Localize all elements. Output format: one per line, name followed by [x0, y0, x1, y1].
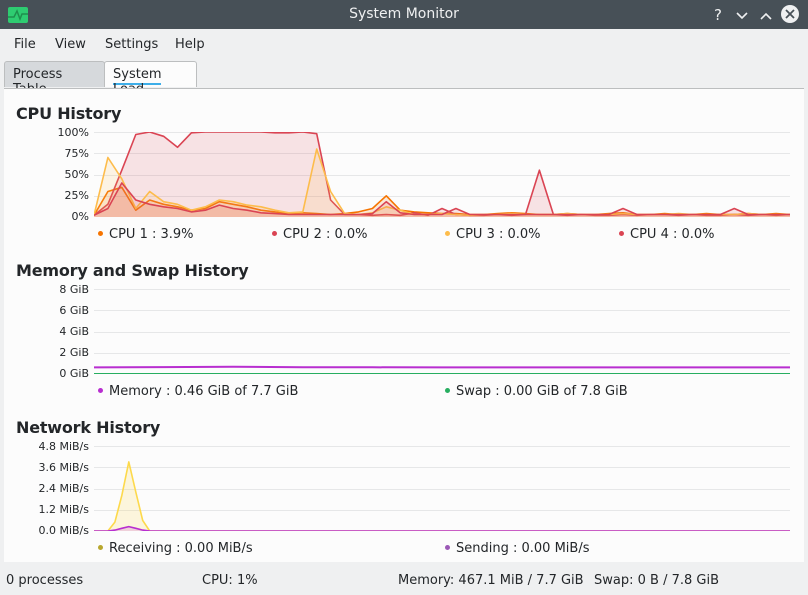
series-line: [94, 525, 790, 531]
system-monitor-app-icon: [8, 7, 28, 23]
status-swap: Swap: 0 B / 7.8 GiB: [594, 573, 719, 588]
legend-label: Receiving : 0.00 MiB/s: [109, 541, 253, 556]
memory-history-chart: [94, 289, 790, 374]
network-ytick: 3.6 MiB/s: [38, 461, 89, 474]
title-bar: System Monitor ?: [0, 0, 808, 29]
legend-swap: Swap : 0.00 GiB of 7.8 GiB: [445, 384, 628, 399]
maximize-button[interactable]: [755, 4, 777, 26]
legend-dot: [98, 388, 103, 393]
legend-label: CPU 2 : 0.0%: [283, 227, 368, 242]
legend-dot: [98, 545, 103, 550]
memory-history-title: Memory and Swap History: [16, 261, 249, 280]
network-history-chart: [94, 446, 790, 531]
chevron-up-icon: [760, 12, 772, 20]
series-area: [94, 183, 790, 217]
system-load-panel: CPU History 100% 75% 50% 25% 0% CPU 1 : …: [4, 88, 804, 562]
network-ytick: 2.4 MiB/s: [38, 482, 89, 495]
legend-label: CPU 3 : 0.0%: [456, 227, 541, 242]
memory-ytick: 4 GiB: [59, 325, 89, 338]
memory-ytick: 8 GiB: [59, 283, 89, 296]
cpu-ytick: 0%: [71, 210, 89, 223]
menu-help[interactable]: Help: [175, 37, 205, 52]
legend-dot: [445, 545, 450, 550]
close-icon: [785, 9, 795, 19]
tab-bar: Process Table System Load: [0, 59, 808, 100]
network-ytick: 4.8 MiB/s: [38, 440, 89, 453]
legend-sending: Sending : 0.00 MiB/s: [445, 541, 589, 556]
cpu-ytick: 100%: [57, 126, 89, 139]
menu-settings[interactable]: Settings: [105, 37, 159, 52]
status-bar: 0 processes CPU: 1% Memory: 467.1 MiB / …: [0, 565, 808, 595]
status-memory: Memory: 467.1 MiB / 7.7 GiB: [398, 573, 584, 588]
legend-receiving: Receiving : 0.00 MiB/s: [98, 541, 253, 556]
window-title: System Monitor: [349, 6, 459, 22]
series-line: [94, 365, 790, 369]
legend-cpu4: CPU 4 : 0.0%: [619, 227, 715, 242]
menu-file[interactable]: File: [14, 37, 36, 52]
series-area: [94, 132, 790, 217]
legend-dot: [98, 231, 103, 236]
series-area: [94, 149, 790, 217]
series-line: [94, 182, 790, 217]
status-processes: 0 processes: [6, 573, 84, 588]
legend-cpu1: CPU 1 : 3.9%: [98, 227, 194, 242]
status-cpu: CPU: 1%: [202, 573, 258, 588]
legend-label: Sending : 0.00 MiB/s: [456, 541, 590, 556]
legend-label: Swap : 0.00 GiB of 7.8 GiB: [456, 384, 628, 399]
cpu-ytick: 75%: [64, 147, 89, 160]
tab-system-load[interactable]: System Load: [104, 61, 197, 100]
network-ytick: 1.2 MiB/s: [38, 503, 89, 516]
chevron-down-icon: [736, 12, 748, 20]
legend-memory: Memory : 0.46 GiB of 7.7 GiB: [98, 384, 298, 399]
memory-ytick: 2 GiB: [59, 346, 89, 359]
memory-ytick: 0 GiB: [59, 367, 89, 380]
series-area: [94, 461, 790, 531]
series-area: [94, 187, 790, 217]
legend-dot: [445, 388, 450, 393]
legend-label: CPU 4 : 0.0%: [630, 227, 715, 242]
tab-process-table[interactable]: Process Table: [4, 61, 105, 97]
legend-dot: [445, 231, 450, 236]
legend-cpu2: CPU 2 : 0.0%: [272, 227, 368, 242]
cpu-history-title: CPU History: [16, 104, 122, 123]
memory-ytick: 6 GiB: [59, 304, 89, 317]
menu-bar: File View Settings Help: [0, 29, 808, 59]
cpu-ytick: 25%: [64, 189, 89, 202]
close-button[interactable]: [781, 5, 799, 23]
series-line: [94, 461, 790, 531]
legend-label: Memory : 0.46 GiB of 7.7 GiB: [109, 384, 299, 399]
help-button[interactable]: ?: [714, 6, 722, 24]
cpu-history-chart: [94, 132, 790, 217]
legend-cpu3: CPU 3 : 0.0%: [445, 227, 541, 242]
legend-label: CPU 1 : 3.9%: [109, 227, 194, 242]
minimize-button[interactable]: [731, 4, 753, 26]
network-ytick: 0.0 MiB/s: [38, 524, 89, 537]
legend-dot: [619, 231, 624, 236]
menu-view[interactable]: View: [55, 37, 86, 52]
legend-dot: [272, 231, 277, 236]
network-history-title: Network History: [16, 418, 161, 437]
cpu-ytick: 50%: [64, 168, 89, 181]
